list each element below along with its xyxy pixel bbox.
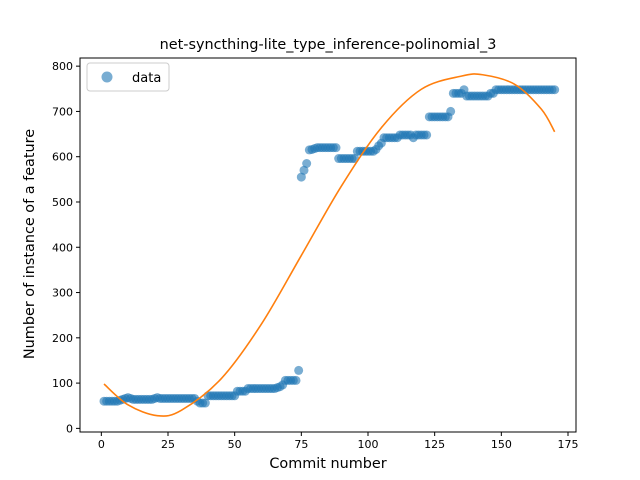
x-tick-label: 100: [358, 438, 379, 451]
y-tick-label: 600: [52, 151, 73, 164]
chart-title: net-syncthing-lite_type_inference-polino…: [160, 37, 497, 53]
y-tick-label: 700: [52, 105, 73, 118]
data-point: [296, 172, 306, 182]
x-tick-label: 25: [161, 438, 175, 451]
fit-curve: [103, 73, 556, 417]
x-tick-label: 150: [491, 438, 512, 451]
y-tick-label: 800: [52, 60, 73, 73]
x-tick-label: 0: [98, 438, 105, 451]
x-tick-label: 50: [228, 438, 242, 451]
plot-area: [99, 73, 560, 417]
x-tick-label: 75: [294, 438, 308, 451]
legend-label: data: [132, 71, 161, 86]
y-tick-label: 400: [52, 241, 73, 254]
legend: data: [86, 62, 170, 92]
legend-frame: [86, 62, 170, 92]
x-tick-label: 125: [424, 438, 445, 451]
data-point: [331, 143, 341, 153]
y-tick-label: 0: [66, 422, 73, 435]
data-point: [446, 106, 456, 116]
x-axis-label: Commit number: [269, 456, 386, 472]
y-tick-label: 100: [52, 377, 73, 390]
data-point: [422, 130, 432, 140]
y-axis-label: Number of instance of a feature: [22, 129, 38, 359]
axes-frame: [79, 57, 577, 433]
y-tick-label: 300: [52, 287, 73, 300]
data-point: [294, 365, 304, 375]
legend-marker: [101, 71, 113, 83]
axes: 0 25 50 75 100 125 150 175 0 100 200 300 400 500 600 70…: [52, 57, 579, 451]
y-tick-label: 500: [52, 196, 73, 209]
x-tick-label: 175: [558, 438, 579, 451]
data-point: [550, 85, 560, 95]
y-tick-label: 200: [52, 332, 73, 345]
data-point: [299, 165, 309, 175]
data-point: [200, 398, 210, 408]
data-point: [291, 375, 301, 385]
data-point: [302, 158, 312, 168]
